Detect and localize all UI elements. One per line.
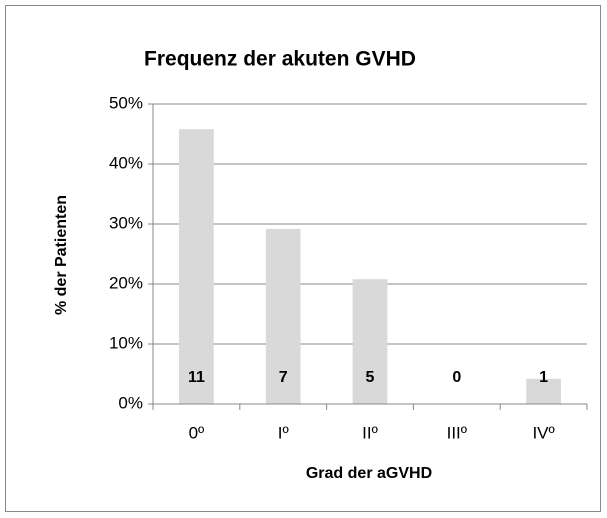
y-axis-title: % der Patienten	[53, 195, 70, 315]
y-tick-label: 40%	[109, 153, 143, 172]
chart-title: Frequenz der akuten GVHD	[144, 48, 416, 71]
x-tick-label: IVº	[532, 423, 554, 442]
bar	[526, 378, 561, 404]
y-tick-label: 30%	[109, 213, 143, 232]
x-tick-label: IIIº	[447, 423, 467, 442]
y-tick-label: 50%	[109, 93, 143, 112]
x-tick-label: IIº	[362, 423, 378, 442]
count-label: 5	[366, 369, 375, 386]
bar	[265, 228, 301, 404]
x-axis-title: Grad der aGVHD	[306, 465, 432, 482]
bar	[352, 279, 388, 404]
x-tick-label: 0º	[189, 423, 205, 442]
count-label: 1	[539, 369, 548, 386]
y-tick-label: 0%	[118, 393, 143, 412]
bar	[179, 129, 214, 404]
y-tick-label: 20%	[109, 273, 143, 292]
y-tick-label: 10%	[109, 333, 143, 352]
count-label: 0	[452, 369, 461, 386]
chart-border	[5, 5, 601, 512]
x-tick-label: Iº	[278, 423, 289, 442]
count-label: 11	[188, 369, 205, 386]
count-label: 7	[279, 369, 288, 386]
